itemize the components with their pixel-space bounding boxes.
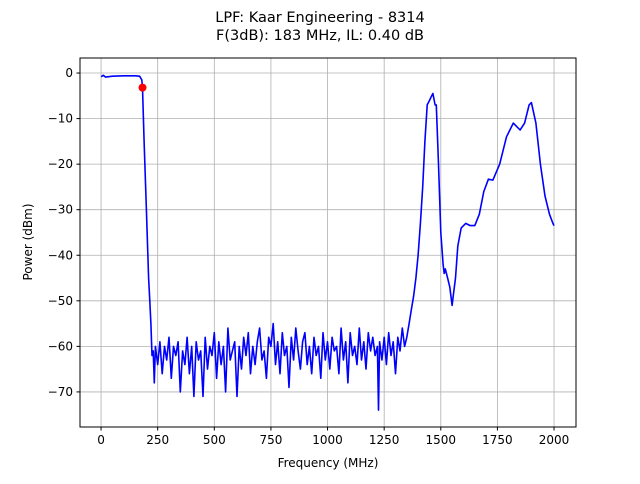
grid <box>80 58 576 427</box>
series <box>100 74 555 411</box>
chart-subtitle: F(3dB): 183 MHz, IL: 0.40 dB <box>216 28 424 44</box>
x-tick-label: 2000 <box>539 433 570 447</box>
x-tick-label: 250 <box>146 433 169 447</box>
y-tick-label: −40 <box>48 248 73 262</box>
y-tick-label: −50 <box>48 294 73 308</box>
y-tick-label: −70 <box>48 385 73 399</box>
x-tick-label: 500 <box>203 433 226 447</box>
ticks: 0 250 500 750 1000 1250 1500 1750 2000 0 −10 −20 −30… <box>48 66 570 447</box>
x-axis-label: Frequency (MHz) <box>278 456 379 470</box>
y-tick-label: −10 <box>48 112 73 126</box>
3db-marker <box>138 83 147 92</box>
chart-title: LPF: Kaar Engineering - 8314 <box>215 10 424 26</box>
x-tick-label: 750 <box>259 433 282 447</box>
x-tick-label: 1750 <box>482 433 513 447</box>
y-tick-label: −30 <box>48 203 73 217</box>
x-tick-label: 1500 <box>426 433 457 447</box>
y-tick-label: −20 <box>48 157 73 171</box>
y-tick-label: 0 <box>65 66 73 80</box>
plot-frame <box>79 57 577 428</box>
x-tick-label: 1000 <box>312 433 343 447</box>
power-line <box>100 74 555 411</box>
x-tick-label: 1250 <box>369 433 400 447</box>
y-axis-label: Power (dBm) <box>21 204 35 281</box>
x-tick-label: 0 <box>97 433 105 447</box>
y-tick-label: −60 <box>48 339 73 353</box>
